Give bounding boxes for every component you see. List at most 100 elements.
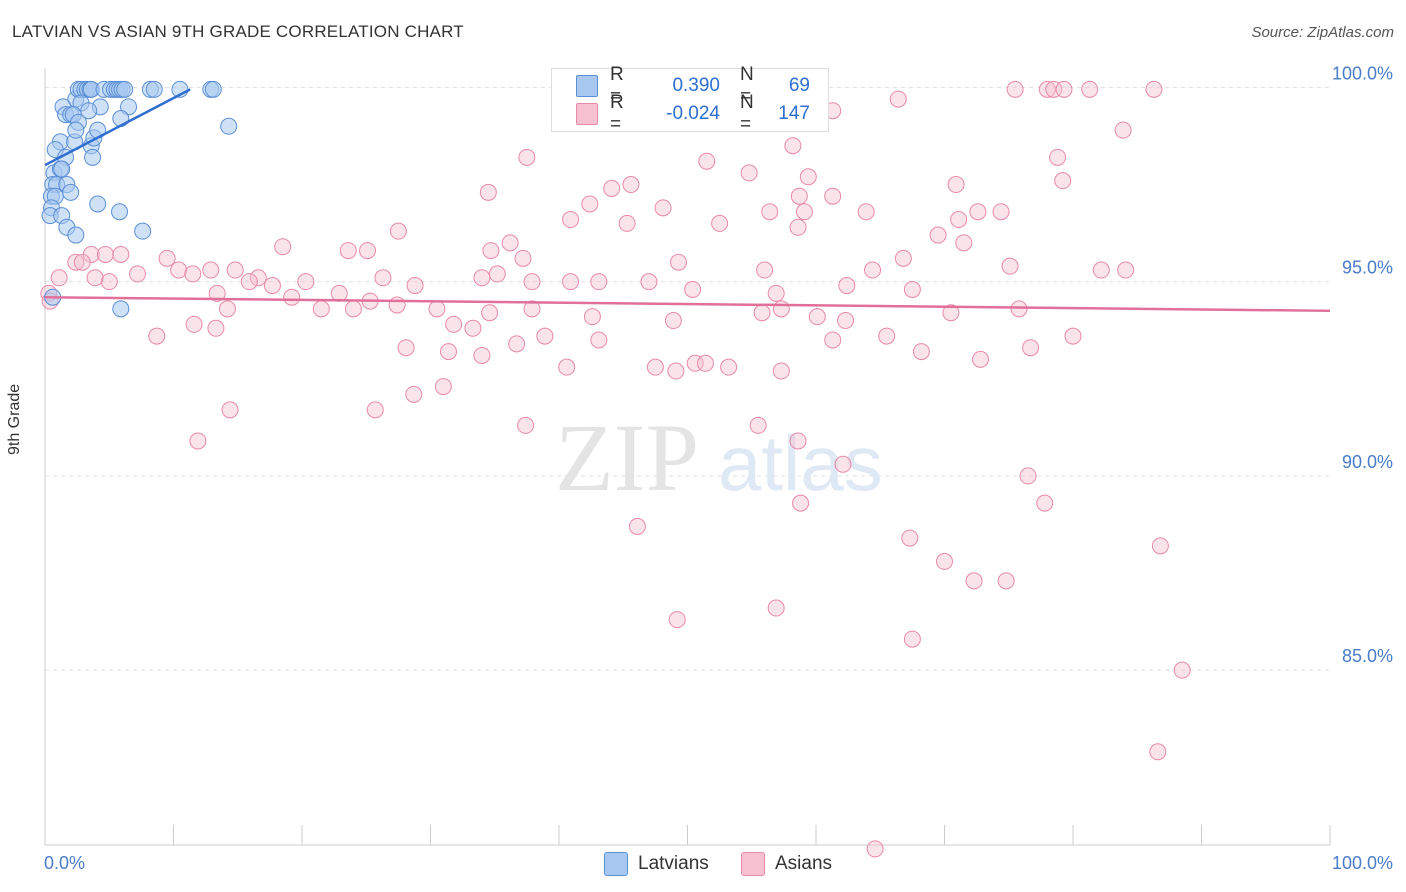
asian-point xyxy=(100,273,118,291)
asian-point xyxy=(789,218,807,236)
asian-point xyxy=(1036,494,1054,512)
asian-point xyxy=(501,234,519,252)
asian-point xyxy=(1114,121,1132,139)
asian-point xyxy=(590,273,608,291)
bottom-latvians-label: Latvians xyxy=(638,853,709,874)
asian-point xyxy=(901,529,919,547)
asian-point xyxy=(1064,327,1082,345)
latvian-point xyxy=(145,80,163,98)
asians-n-value: 147 xyxy=(778,103,810,124)
asian-point xyxy=(148,327,166,345)
latvian-point xyxy=(204,80,222,98)
asian-point xyxy=(1019,467,1037,485)
latvian-point xyxy=(112,300,130,318)
asian-point xyxy=(1022,339,1040,357)
chart-title: LATVIAN VS ASIAN 9TH GRADE CORRELATION C… xyxy=(12,22,464,41)
asian-point xyxy=(297,273,315,291)
asian-point xyxy=(312,300,330,318)
asian-point xyxy=(628,517,646,535)
asian-point xyxy=(129,265,147,283)
asian-point xyxy=(397,339,415,357)
latvian-point xyxy=(111,203,129,221)
asian-point xyxy=(1010,300,1028,318)
asian-point xyxy=(603,179,621,197)
asian-point xyxy=(374,269,392,287)
asian-point xyxy=(618,214,636,232)
asian-point xyxy=(767,284,785,302)
asian-point xyxy=(878,327,896,345)
asian-point xyxy=(464,319,482,337)
asian-point xyxy=(947,176,965,194)
legend-row-latvians: R = 0.390 N = 69 xyxy=(576,64,810,107)
bottom-legend-asians: Asians xyxy=(741,851,832,877)
asian-point xyxy=(283,288,301,306)
asian-point xyxy=(761,203,779,221)
asian-point xyxy=(1151,537,1169,555)
asian-point xyxy=(1081,80,1099,98)
latvian-point xyxy=(120,98,138,116)
tick-labels: 85.0% 90.0% 95.0% 100.0% 0.0% 100.0% xyxy=(44,63,1393,873)
asian-point xyxy=(1038,80,1056,98)
y-tick-label: 100.0% xyxy=(1332,63,1393,83)
asian-point xyxy=(473,269,491,287)
asian-point xyxy=(558,358,576,376)
latvian-point xyxy=(53,160,71,178)
asian-point xyxy=(670,253,688,271)
asian-point xyxy=(997,572,1015,590)
asian-point xyxy=(684,280,702,298)
asian-point xyxy=(720,358,738,376)
asian-point xyxy=(479,183,497,201)
asian-point xyxy=(640,273,658,291)
asian-point xyxy=(330,284,348,302)
latvian-point xyxy=(220,117,238,135)
asian-point xyxy=(207,319,225,337)
latvian-point xyxy=(67,226,85,244)
asians-swatch xyxy=(576,103,598,125)
asian-point xyxy=(936,552,953,570)
asian-point xyxy=(226,261,244,279)
x-tick-label-min: 0.0% xyxy=(44,853,85,873)
asian-point xyxy=(834,455,852,473)
legend-row-asians: R = -0.024 N = 147 xyxy=(576,92,810,135)
asian-point xyxy=(208,284,226,302)
trend-layer xyxy=(44,88,1331,313)
asian-point xyxy=(221,401,239,419)
asian-point xyxy=(740,164,758,182)
asian-point xyxy=(837,312,855,330)
asian-point xyxy=(73,253,91,271)
asian-point xyxy=(711,214,729,232)
asian-point xyxy=(753,304,771,322)
latvian-point xyxy=(80,102,98,120)
asian-point xyxy=(1092,261,1110,279)
asian-point xyxy=(344,300,362,318)
asian-point xyxy=(903,630,921,648)
asian-point xyxy=(581,195,599,213)
asian-point xyxy=(894,249,912,267)
asian-point xyxy=(434,378,452,396)
y-tick-label: 90.0% xyxy=(1342,452,1393,472)
asian-point xyxy=(864,261,882,279)
asian-point xyxy=(792,494,810,512)
asian-point xyxy=(590,331,608,349)
asian-point xyxy=(439,343,457,361)
asian-point xyxy=(824,331,842,349)
points-layer xyxy=(40,80,1191,858)
asian-point xyxy=(784,137,802,155)
watermark-zip: ZIP xyxy=(555,404,699,511)
watermark-atlas: atlas xyxy=(718,419,883,507)
asian-point xyxy=(523,273,541,291)
asian-point xyxy=(942,304,960,322)
y-tick-label: 85.0% xyxy=(1342,646,1393,666)
asian-point xyxy=(698,152,716,170)
asian-point xyxy=(790,187,808,205)
asian-point xyxy=(339,242,357,260)
asian-point xyxy=(789,432,807,450)
asian-point xyxy=(857,203,875,221)
asian-point xyxy=(185,315,203,333)
latvians-r-value: 0.390 xyxy=(672,75,720,96)
asian-point xyxy=(686,354,704,372)
asian-point xyxy=(664,312,682,330)
asian-point xyxy=(950,211,968,229)
asian-point xyxy=(406,277,424,295)
asian-point xyxy=(1054,172,1072,190)
